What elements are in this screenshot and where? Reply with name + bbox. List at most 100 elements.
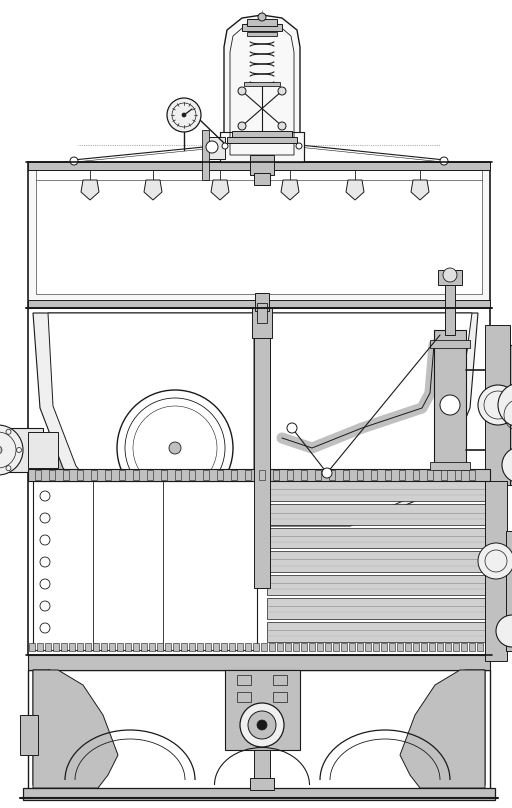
Bar	[373, 643, 379, 651]
Bar	[445, 280, 455, 335]
Bar	[165, 643, 171, 651]
Bar	[254, 750, 270, 780]
Polygon shape	[455, 670, 485, 785]
Bar	[371, 470, 377, 480]
Bar	[29, 643, 35, 651]
Bar	[232, 131, 292, 139]
Bar	[349, 643, 355, 651]
Bar	[247, 19, 277, 26]
Circle shape	[278, 122, 286, 130]
Bar	[485, 481, 507, 661]
Circle shape	[182, 113, 186, 117]
Polygon shape	[33, 313, 168, 526]
Bar	[229, 643, 235, 651]
Bar	[255, 293, 269, 311]
Bar	[469, 643, 475, 651]
Polygon shape	[144, 180, 162, 200]
Bar	[63, 470, 69, 480]
Bar	[441, 470, 447, 480]
Circle shape	[117, 390, 233, 506]
Bar	[469, 470, 475, 480]
Circle shape	[248, 711, 276, 739]
Circle shape	[0, 425, 23, 475]
Circle shape	[440, 157, 448, 165]
Bar	[325, 643, 331, 651]
Bar	[250, 778, 274, 790]
Bar	[245, 470, 251, 480]
Bar	[28, 432, 58, 468]
Bar	[287, 470, 293, 480]
Bar	[315, 470, 321, 480]
Bar	[28, 469, 490, 481]
Bar	[399, 470, 405, 480]
Polygon shape	[33, 670, 60, 785]
Bar	[77, 470, 83, 480]
Bar	[91, 470, 97, 480]
Polygon shape	[281, 180, 299, 200]
Bar	[125, 643, 131, 651]
Bar	[254, 173, 270, 185]
Polygon shape	[411, 180, 429, 200]
Bar	[45, 643, 51, 651]
Bar	[23, 788, 495, 800]
Circle shape	[0, 446, 2, 454]
Bar	[453, 643, 459, 651]
Bar	[254, 308, 270, 588]
Bar	[20, 715, 38, 755]
Bar	[301, 470, 307, 480]
Circle shape	[238, 87, 246, 95]
Bar	[189, 470, 195, 480]
Circle shape	[258, 13, 266, 21]
Bar	[273, 675, 287, 685]
Bar	[253, 643, 259, 651]
Bar	[117, 643, 123, 651]
Bar	[252, 308, 272, 338]
Bar	[217, 470, 223, 480]
Bar	[455, 470, 461, 480]
Bar	[385, 470, 391, 480]
Bar	[33, 481, 257, 650]
Bar	[477, 643, 483, 651]
Bar	[36, 170, 482, 294]
Bar	[28, 162, 490, 308]
Circle shape	[502, 447, 512, 483]
Bar	[437, 643, 443, 651]
Polygon shape	[211, 180, 229, 200]
Circle shape	[287, 423, 297, 433]
Bar	[445, 643, 451, 651]
Bar	[105, 470, 111, 480]
Bar	[37, 643, 43, 651]
Bar	[267, 481, 485, 502]
Bar	[242, 24, 282, 31]
Bar	[434, 330, 466, 480]
Bar	[0, 428, 43, 472]
Bar	[49, 470, 55, 480]
Bar	[343, 470, 349, 480]
Bar	[141, 643, 147, 651]
Circle shape	[296, 143, 302, 149]
Bar	[293, 643, 299, 651]
Polygon shape	[450, 670, 485, 785]
Circle shape	[478, 385, 512, 425]
Bar	[301, 643, 307, 651]
Circle shape	[496, 615, 512, 647]
Bar	[202, 130, 209, 180]
Circle shape	[238, 122, 246, 130]
Bar	[506, 531, 512, 651]
Bar	[28, 162, 490, 170]
Bar	[28, 655, 490, 670]
Bar	[93, 643, 99, 651]
Bar	[101, 643, 107, 651]
Bar	[85, 643, 91, 651]
Bar	[333, 643, 339, 651]
Bar	[261, 643, 267, 651]
Bar	[421, 643, 427, 651]
Bar	[35, 470, 41, 480]
Bar	[329, 470, 335, 480]
Circle shape	[206, 141, 218, 153]
Bar	[205, 643, 211, 651]
Bar	[220, 132, 304, 162]
Bar	[267, 528, 485, 549]
Bar	[405, 643, 411, 651]
Polygon shape	[81, 180, 99, 200]
